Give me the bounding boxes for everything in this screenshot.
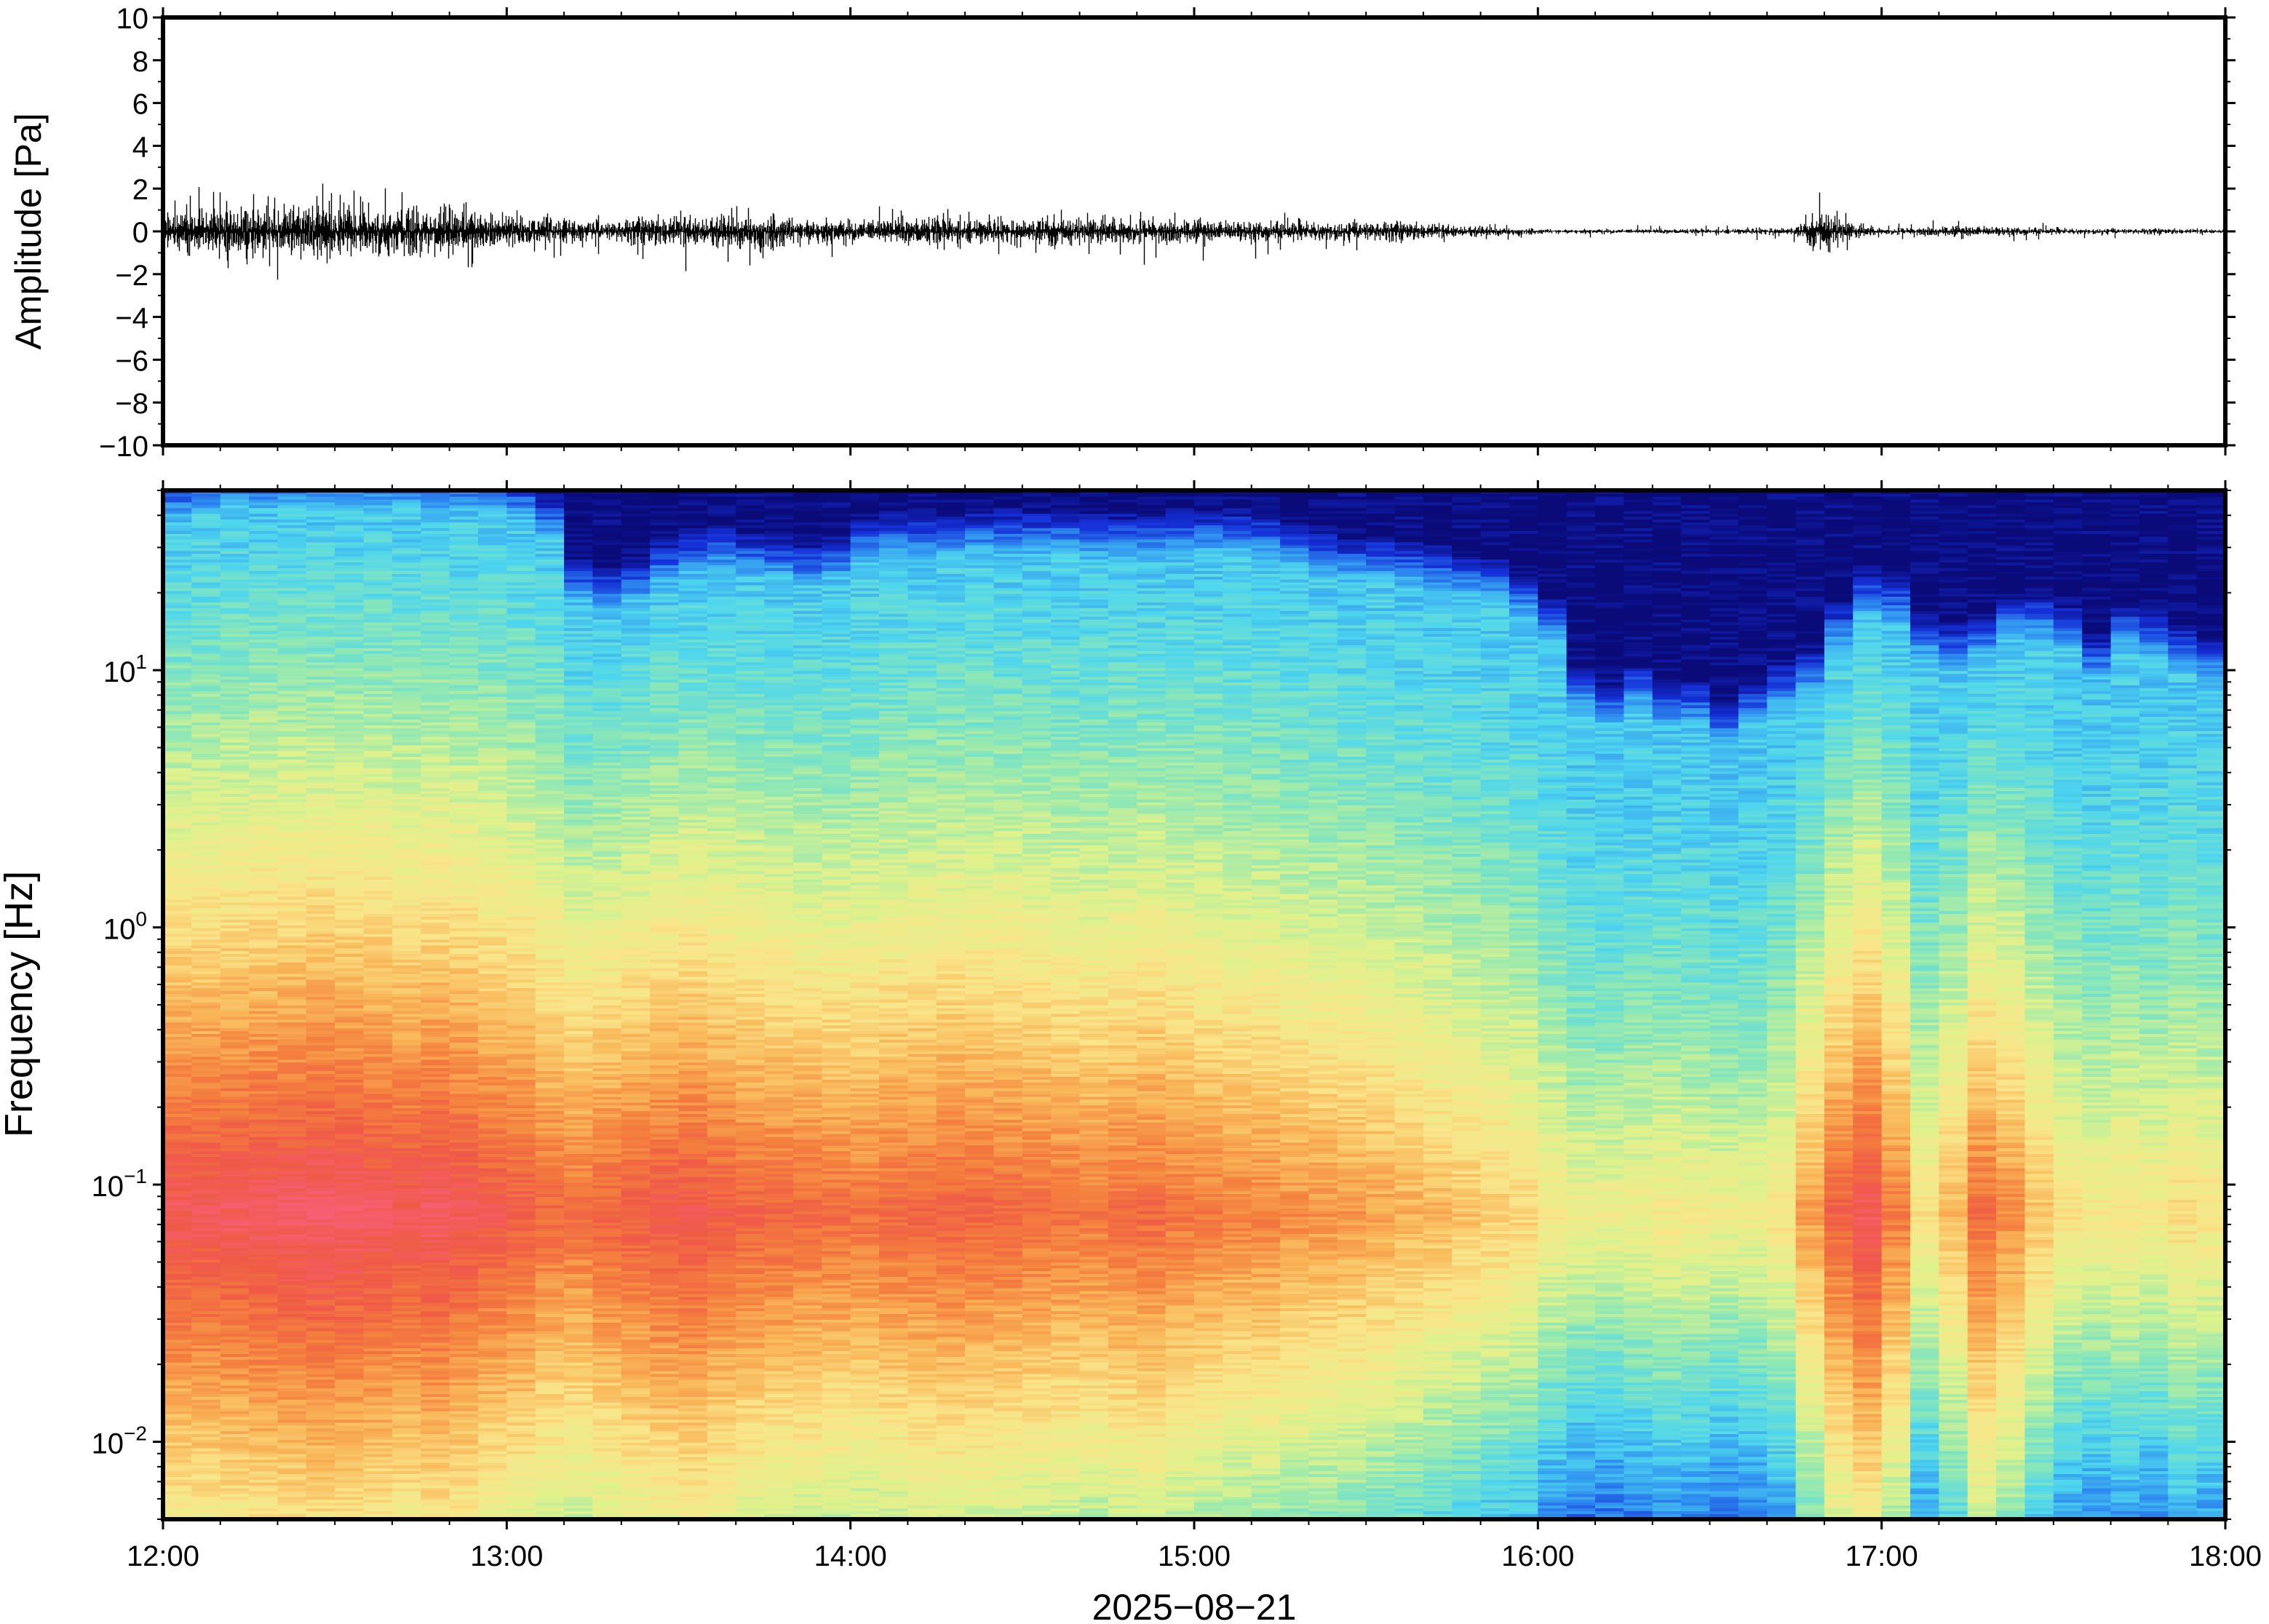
- spectrogram-column: [536, 490, 565, 1520]
- spectrogram-column: [335, 490, 364, 1520]
- spectrogram-heatmap: [163, 490, 2226, 1520]
- waveform-ytick-label: −6: [115, 345, 148, 377]
- waveform-ytick-label: 10: [116, 3, 149, 35]
- waveform-panel: 10 8 6 4 2 0 −2 −4 −6 −8 −10 Amplitude [Pa]: [8, 3, 2236, 463]
- spectrogram-column: [392, 490, 421, 1520]
- spectrogram-column: [450, 490, 479, 1520]
- waveform-ylabel: Amplitude [Pa]: [8, 113, 49, 349]
- spectrogram-column: [421, 490, 450, 1520]
- spectrogram-column: [163, 490, 192, 1520]
- spectrogram-column: [506, 490, 536, 1520]
- waveform-ytick-label: 4: [132, 131, 148, 163]
- waveform-ytick-label: −2: [115, 260, 148, 292]
- waveform-ytick-label: 6: [132, 89, 148, 121]
- waveform-ytick-label: −10: [99, 431, 148, 463]
- spectrogram-column: [191, 490, 220, 1520]
- spectrogram-column: [478, 490, 507, 1520]
- waveform-ytick-label: −4: [115, 303, 148, 335]
- waveform-ytick-label: 0: [132, 217, 148, 249]
- spectrogram-column: [220, 490, 250, 1520]
- spectrogram-panel: 12:00 13:00 14:00 15:00 16:00 17:00 18:0010−21…: [0, 480, 2262, 1624]
- waveform-ytick-label: −8: [115, 388, 148, 420]
- spectrogram-column: [364, 490, 393, 1520]
- waveform-ytick-label: 2: [132, 174, 148, 206]
- spectrogram-column: [306, 490, 335, 1520]
- waveform-ytick-label: 8: [132, 46, 148, 78]
- spectrogram-column: [249, 490, 278, 1520]
- spectrogram-column: [277, 490, 306, 1520]
